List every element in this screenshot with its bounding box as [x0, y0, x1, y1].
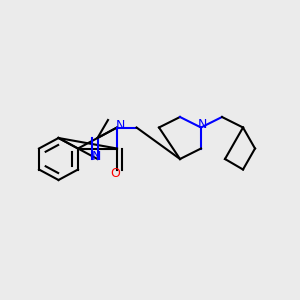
Text: N: N — [198, 118, 207, 131]
Text: N: N — [115, 118, 125, 132]
Text: O: O — [111, 167, 120, 180]
Text: N: N — [91, 149, 101, 163]
